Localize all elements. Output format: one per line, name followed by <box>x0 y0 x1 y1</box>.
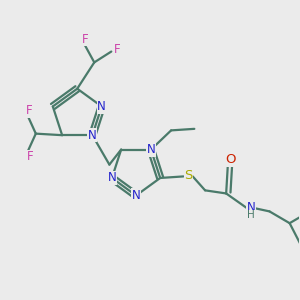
Text: N: N <box>132 189 140 202</box>
Text: S: S <box>184 169 193 182</box>
Text: N: N <box>97 100 106 113</box>
Text: F: F <box>114 44 121 56</box>
Text: F: F <box>26 104 33 117</box>
Text: F: F <box>82 33 89 46</box>
Text: O: O <box>225 153 236 166</box>
Text: H: H <box>248 210 255 220</box>
Text: F: F <box>27 150 34 164</box>
Text: N: N <box>247 201 256 214</box>
Text: N: N <box>147 143 155 156</box>
Text: N: N <box>107 172 116 184</box>
Text: N: N <box>88 129 97 142</box>
